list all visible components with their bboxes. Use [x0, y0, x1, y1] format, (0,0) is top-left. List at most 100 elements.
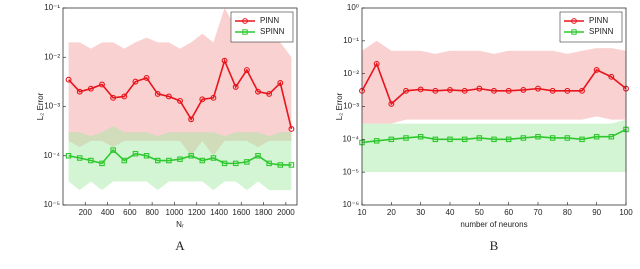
- x-tick-label: 30: [416, 208, 425, 217]
- x-tick-label: 1000: [166, 208, 184, 217]
- y-axis-label: L₂ Error: [36, 92, 45, 120]
- point: [243, 67, 250, 73]
- point: [564, 87, 571, 94]
- point: [476, 85, 483, 92]
- legend-label: SPINN: [260, 27, 285, 36]
- y-tick-label: 10⁻²: [44, 52, 60, 61]
- legend-box: [230, 11, 294, 43]
- x-tick-label: 1200: [188, 208, 206, 217]
- x-tick-label: 400: [101, 208, 115, 217]
- point: [288, 126, 295, 132]
- x-axis-label: number of neurons: [460, 220, 527, 229]
- x-tick-label: 1600: [232, 208, 250, 217]
- point: [505, 136, 512, 143]
- point: [608, 133, 615, 140]
- point: [417, 133, 424, 140]
- point: [608, 73, 615, 80]
- point: [121, 93, 128, 100]
- subplot: 10⁻⁵ 10⁻⁴ 10⁻³ 10⁻² 10⁻¹ 200 400 600 800 1000 1200…: [36, 3, 298, 253]
- point: [199, 157, 206, 164]
- series-line: [67, 58, 293, 130]
- point: [177, 156, 183, 162]
- point: [520, 86, 527, 93]
- point: [143, 74, 150, 81]
- point: [447, 86, 453, 93]
- x-tick-label: 80: [563, 208, 572, 217]
- point: [388, 100, 395, 107]
- legend-marker: [242, 18, 248, 24]
- y-tick-label: 10⁻⁵: [343, 167, 359, 176]
- point: [199, 96, 206, 103]
- point: [76, 155, 83, 161]
- y-tick-label: 10⁻¹: [343, 36, 359, 45]
- point: [166, 157, 172, 164]
- legend-label: PINN: [260, 16, 279, 25]
- point: [403, 87, 409, 94]
- point: [221, 160, 228, 167]
- point: [461, 87, 468, 94]
- point: [65, 76, 72, 83]
- point: [210, 94, 217, 101]
- series-line: [68, 148, 292, 166]
- error-band: [68, 126, 292, 191]
- point: [277, 162, 284, 168]
- x-tick-label: 40: [446, 208, 455, 217]
- y-tick-label: 10⁻²: [343, 69, 359, 78]
- y-tick-label: 10⁻³: [343, 102, 359, 111]
- legend-label: PINN: [589, 16, 608, 25]
- legend-marker: [571, 18, 577, 24]
- y-tick-label: 10⁻⁵: [44, 200, 60, 209]
- point: [121, 157, 128, 164]
- point: [99, 81, 105, 88]
- point: [154, 90, 161, 97]
- y-axis-label: L₂ Error: [335, 92, 344, 120]
- subplot-caption: A: [175, 238, 185, 253]
- x-tick-label: 800: [145, 208, 159, 217]
- point: [447, 136, 453, 143]
- point: [87, 85, 94, 92]
- point: [535, 85, 541, 92]
- point: [505, 87, 512, 94]
- y-tick-label: 10⁻⁴: [342, 134, 359, 143]
- point: [549, 87, 556, 94]
- error-band: [68, 8, 292, 156]
- point: [232, 83, 239, 90]
- x-tick-label: 60: [504, 208, 513, 217]
- point: [388, 136, 395, 143]
- point: [132, 150, 139, 157]
- point: [593, 66, 600, 73]
- point: [535, 133, 541, 140]
- series-line: [361, 61, 627, 106]
- point: [461, 136, 468, 143]
- point: [432, 136, 439, 143]
- point: [373, 60, 380, 67]
- point: [579, 136, 585, 143]
- point: [188, 116, 195, 123]
- point: [476, 135, 483, 141]
- subplot-caption: B: [490, 238, 499, 253]
- x-tick-label: 50: [475, 208, 484, 217]
- point: [277, 80, 284, 86]
- point: [110, 147, 116, 153]
- point: [65, 153, 72, 159]
- point: [432, 87, 439, 94]
- point: [76, 88, 83, 95]
- y-tick-label: 10⁻⁶: [343, 200, 359, 209]
- point: [110, 94, 117, 101]
- point: [177, 97, 183, 104]
- point: [288, 162, 295, 168]
- point: [210, 155, 217, 161]
- x-tick-label: 100: [619, 208, 633, 217]
- point: [491, 87, 497, 94]
- x-tick-label: 1800: [255, 208, 273, 217]
- x-tick-label: 70: [534, 208, 543, 217]
- x-axis-label: Nᵣ: [176, 220, 184, 229]
- point: [417, 86, 424, 93]
- point: [373, 138, 380, 144]
- point: [266, 90, 273, 97]
- x-tick-label: 1400: [210, 208, 228, 217]
- point: [255, 153, 261, 159]
- y-tick-label: 10⁻³: [44, 102, 60, 111]
- y-tick-label: 10⁻⁴: [43, 151, 60, 160]
